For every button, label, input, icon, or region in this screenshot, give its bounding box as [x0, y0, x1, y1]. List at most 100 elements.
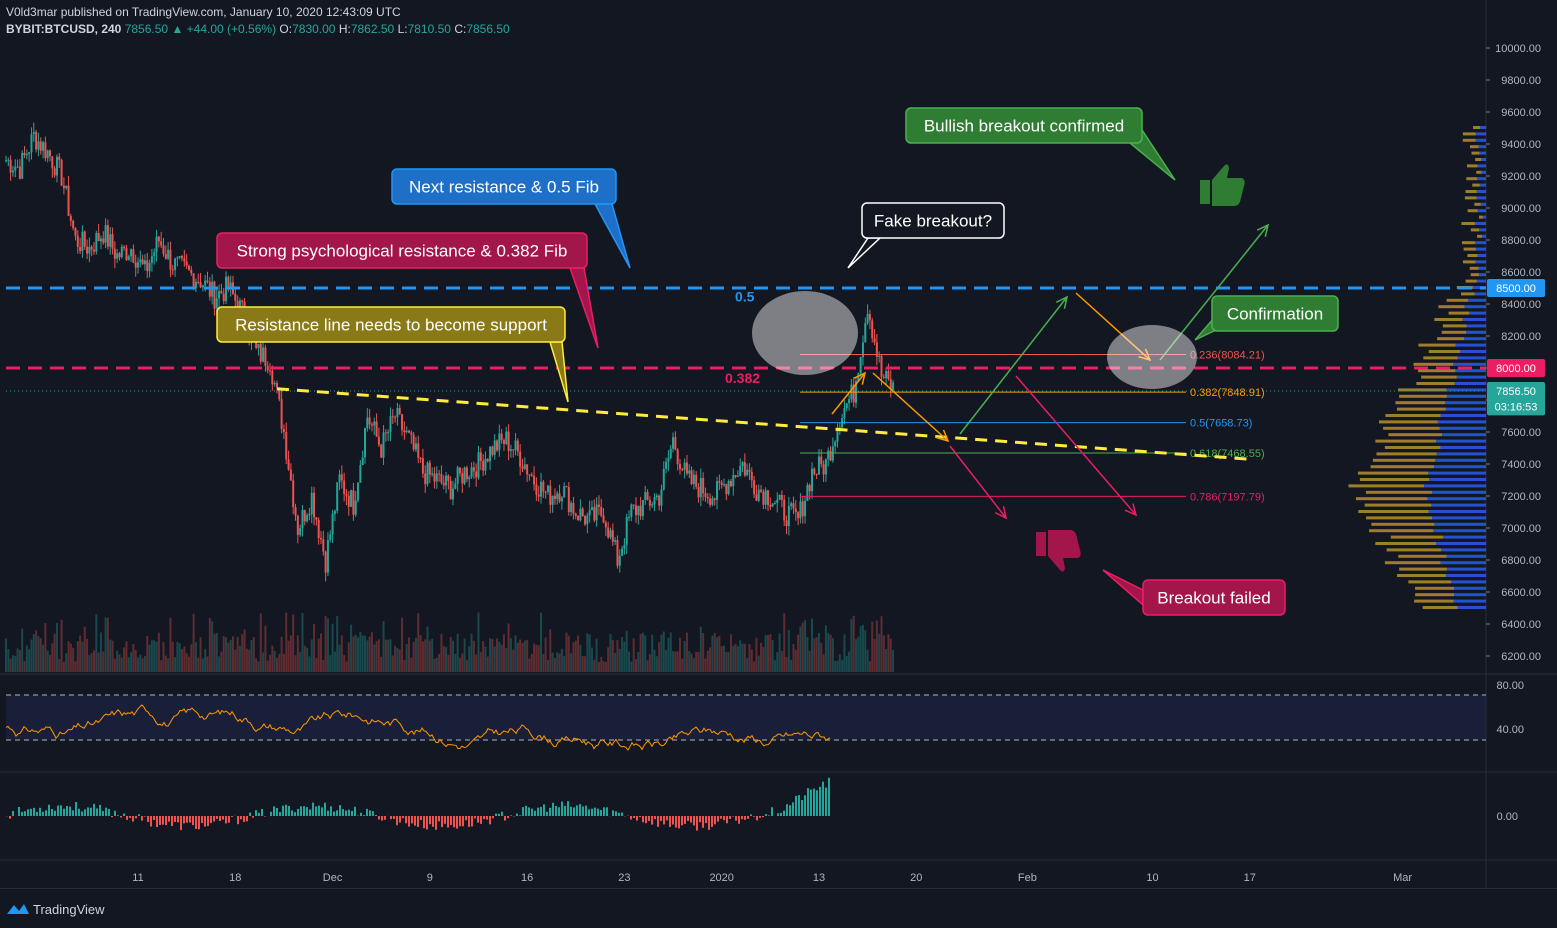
- candle-body: [447, 476, 449, 481]
- macd-bar: [537, 808, 539, 816]
- candle-body: [515, 441, 517, 451]
- macd-bar: [303, 806, 305, 816]
- volume-bar: [220, 652, 222, 672]
- vp-bar-up: [1395, 401, 1445, 404]
- candle-body: [403, 430, 405, 432]
- candle-body: [121, 247, 123, 257]
- vp-bar-up: [1463, 139, 1476, 142]
- candle-body: [827, 451, 829, 460]
- candle-body: [93, 250, 95, 252]
- vp-bar-down: [1479, 145, 1486, 148]
- volume-bar: [630, 662, 632, 672]
- volume-bar: [867, 650, 869, 672]
- macd-bar: [420, 816, 422, 820]
- symbol-label[interactable]: BYBIT:BTCUSD, 240: [6, 22, 121, 36]
- vp-bar-down: [1468, 299, 1486, 302]
- candle-body: [575, 514, 577, 516]
- vp-bar-down: [1477, 177, 1486, 180]
- volume-bar: [788, 630, 790, 672]
- macd-bar: [447, 816, 449, 828]
- candle-body: [748, 470, 750, 472]
- candle-body: [512, 449, 514, 450]
- macd-bar: [501, 812, 503, 816]
- candle-body: [566, 486, 568, 487]
- candle-body: [457, 467, 459, 483]
- vp-bar-down: [1476, 132, 1486, 135]
- volume-bar: [223, 636, 225, 672]
- candle-body: [538, 495, 540, 497]
- vp-bar-down: [1437, 452, 1486, 455]
- candle-body: [422, 458, 424, 473]
- candle-body: [802, 501, 804, 516]
- macd-bar: [204, 816, 206, 827]
- vp-bar-down: [1475, 292, 1486, 295]
- macd-bar: [519, 815, 521, 816]
- candle-body: [461, 473, 463, 483]
- volume-bar: [357, 637, 359, 672]
- volume-bar: [670, 632, 672, 672]
- callout-text: Strong psychological resistance & 0.382 …: [237, 242, 568, 261]
- volume-bar: [102, 652, 104, 672]
- volume-bar: [498, 642, 500, 672]
- candle-body: [98, 233, 100, 241]
- volume-bar: [417, 613, 419, 672]
- volume-bar: [864, 630, 866, 672]
- volume-bar: [167, 658, 169, 672]
- chart[interactable]: 0.50.382 0.236(8084.21)0.382(7848.91)0.5…: [0, 0, 1557, 888]
- candle-body: [357, 483, 359, 501]
- candle-body: [475, 471, 477, 477]
- macd-bar: [93, 804, 95, 816]
- macd-bar: [489, 816, 491, 824]
- y-tick-label: 9800.00: [1501, 75, 1541, 87]
- candle-body: [431, 473, 433, 474]
- volume-bar: [487, 657, 489, 672]
- volume-bar: [839, 654, 841, 672]
- macd-bar: [786, 804, 788, 816]
- macd-bar: [645, 816, 647, 823]
- candle-body: [633, 505, 635, 506]
- volume-bar: [834, 661, 836, 672]
- candle-body: [649, 500, 651, 506]
- macd-bar: [63, 809, 65, 816]
- volume-bar: [647, 660, 649, 672]
- vp-bar-down: [1455, 369, 1486, 372]
- tradingview-logo-icon[interactable]: [6, 901, 30, 917]
- volume-bar: [392, 655, 394, 672]
- candle-body: [320, 538, 322, 539]
- volume-bar: [591, 648, 593, 672]
- volume-bar: [311, 639, 313, 672]
- volume-bar: [387, 640, 389, 672]
- macd-bar: [75, 802, 77, 816]
- macd-bar: [735, 816, 737, 821]
- x-tick-label: 2020: [709, 872, 733, 884]
- macd-bar: [765, 814, 767, 816]
- candle-body: [707, 497, 709, 498]
- macd-bar: [138, 814, 140, 816]
- price-tag-label: 8500.00: [1496, 283, 1536, 295]
- x-tick-label: 23: [618, 872, 630, 884]
- candle-body: [345, 494, 347, 496]
- volume-bar: [241, 634, 243, 672]
- vp-bar-up: [1463, 132, 1476, 135]
- vp-bar-down: [1477, 164, 1486, 167]
- volume-bar: [559, 654, 561, 672]
- candle-body: [466, 467, 468, 479]
- candle-body: [341, 474, 343, 480]
- volume-bar: [561, 649, 563, 672]
- vp-bar-down: [1446, 408, 1486, 411]
- vp-bar-down: [1453, 363, 1486, 366]
- candle-body: [336, 482, 338, 511]
- volume-bar: [420, 635, 422, 672]
- macd-bar: [291, 810, 293, 816]
- candle-body: [424, 474, 426, 485]
- macd-bar: [123, 814, 125, 816]
- candle-body: [5, 160, 7, 161]
- volume-bar: [318, 639, 320, 672]
- candle-body: [100, 239, 102, 242]
- macd-bar: [150, 816, 152, 827]
- volume-bar: [371, 632, 373, 672]
- macd-bar: [261, 809, 263, 816]
- candle-body: [806, 485, 808, 501]
- candle-body: [220, 291, 222, 293]
- candle-body: [790, 503, 792, 506]
